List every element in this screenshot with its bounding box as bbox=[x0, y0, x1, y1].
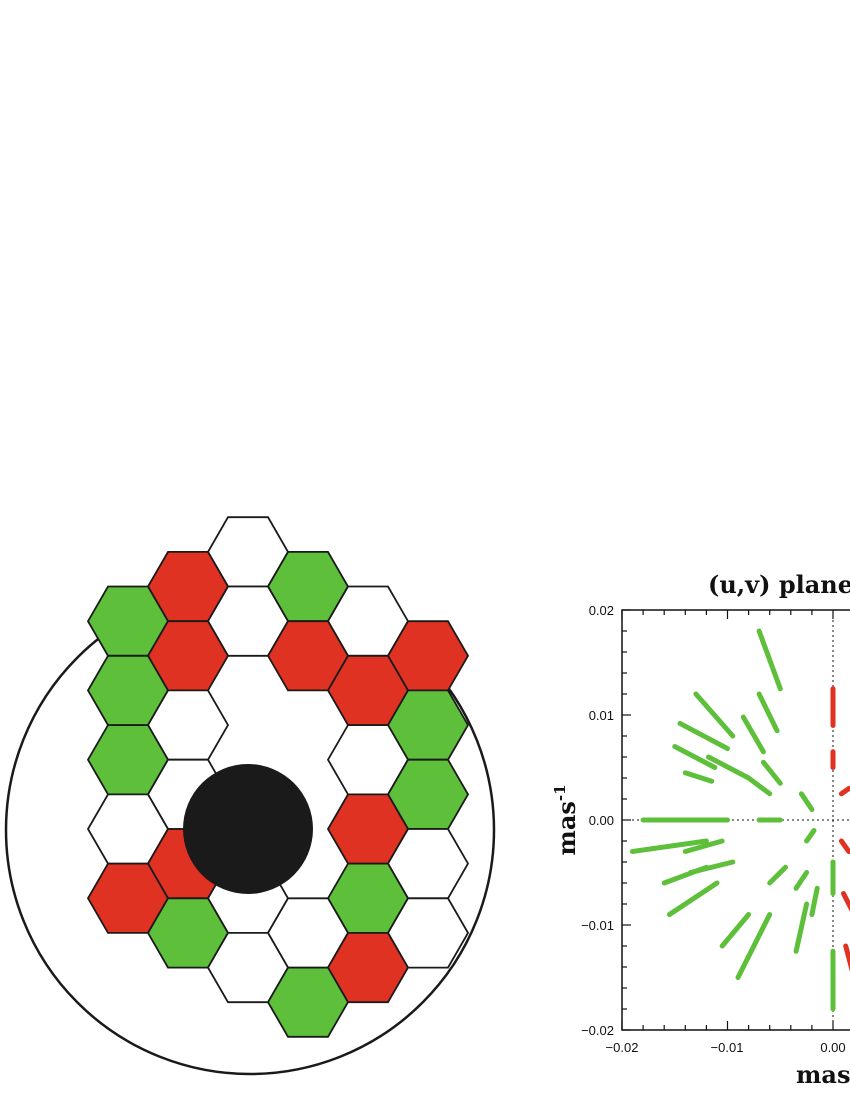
uv-track-green bbox=[693, 691, 736, 739]
y-tick-label: −0.01 bbox=[581, 918, 614, 933]
uv-track-red bbox=[843, 943, 850, 972]
uv-track-green bbox=[746, 775, 773, 797]
uv-track-green bbox=[682, 838, 725, 854]
uv-track-green bbox=[767, 864, 788, 886]
uv-track-green bbox=[798, 791, 815, 812]
uv-track-green bbox=[809, 885, 820, 917]
uv-track-green bbox=[677, 720, 730, 752]
uv-track-green bbox=[735, 912, 773, 980]
uv-track-green bbox=[793, 870, 810, 891]
uv-track-green bbox=[672, 744, 718, 770]
uv-track-green bbox=[760, 759, 783, 786]
uv-track-green bbox=[756, 691, 780, 734]
uv-track-green bbox=[740, 714, 766, 755]
uv-tracks bbox=[630, 628, 850, 1012]
x-axis-label: mas bbox=[796, 1060, 850, 1089]
uv-track-green bbox=[804, 828, 817, 844]
y-tick-label: 0.00 bbox=[589, 813, 614, 828]
plot-title: (u,v) plane bbox=[708, 570, 850, 599]
uv-track-green bbox=[667, 880, 720, 917]
y-tick-label: 0.02 bbox=[589, 603, 614, 618]
y-axis-label: mas-1 bbox=[551, 784, 581, 855]
x-tick-label: −0.02 bbox=[606, 1040, 639, 1055]
hex-segment-green bbox=[266, 966, 350, 1038]
uv-track-green bbox=[756, 628, 783, 692]
uv-track-green bbox=[630, 838, 709, 854]
uv-track-green bbox=[706, 754, 752, 781]
x-tick-label: 0.00 bbox=[820, 1040, 845, 1055]
hex-segments bbox=[86, 516, 470, 1038]
y-tick-label: −0.02 bbox=[581, 1023, 614, 1038]
axis-ticks bbox=[621, 609, 834, 1031]
uv-track-green bbox=[719, 912, 752, 949]
uv-track-red bbox=[838, 786, 850, 797]
central-obscuration bbox=[183, 764, 313, 894]
y-tick-label: 0.01 bbox=[589, 708, 614, 723]
uv-track-red bbox=[838, 838, 850, 854]
pupil-diagram bbox=[4, 516, 496, 1076]
uv-track-red bbox=[841, 891, 850, 912]
uv-plane-plot: (u,v) plane 0.02 0.01 0.00 −0.01 −0.02 −… bbox=[551, 570, 850, 1089]
x-tick-label: −0.01 bbox=[711, 1040, 744, 1055]
uv-track-green bbox=[682, 770, 715, 784]
uv-track-green bbox=[793, 901, 810, 954]
uv-track-green bbox=[661, 864, 709, 886]
